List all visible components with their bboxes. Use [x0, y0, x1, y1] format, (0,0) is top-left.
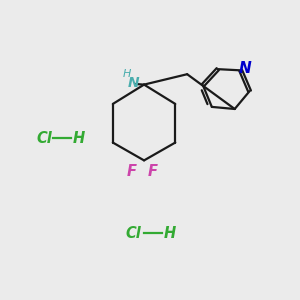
- Text: F: F: [148, 164, 158, 179]
- Text: H: H: [123, 69, 131, 79]
- Text: N: N: [127, 76, 139, 90]
- Text: N: N: [239, 61, 251, 76]
- Text: Cl: Cl: [37, 130, 52, 146]
- Text: H: H: [163, 226, 176, 241]
- Text: Cl: Cl: [126, 226, 142, 241]
- Text: F: F: [127, 164, 136, 179]
- Text: H: H: [73, 130, 85, 146]
